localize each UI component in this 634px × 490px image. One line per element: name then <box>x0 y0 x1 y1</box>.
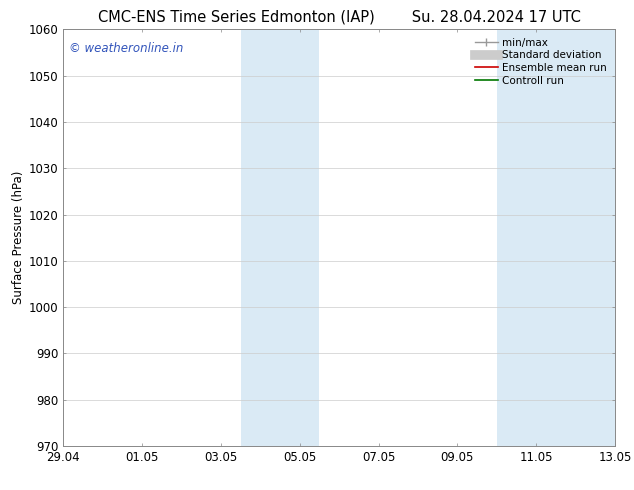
Bar <box>241 29 320 446</box>
Y-axis label: Surface Pressure (hPa): Surface Pressure (hPa) <box>11 171 25 304</box>
Title: CMC-ENS Time Series Edmonton (IAP)        Su. 28.04.2024 17 UTC: CMC-ENS Time Series Edmonton (IAP) Su. 2… <box>98 9 581 24</box>
Text: © weatheronline.in: © weatheronline.in <box>69 42 183 55</box>
Bar <box>497 29 615 446</box>
Legend: min/max, Standard deviation, Ensemble mean run, Controll run: min/max, Standard deviation, Ensemble me… <box>472 35 610 89</box>
